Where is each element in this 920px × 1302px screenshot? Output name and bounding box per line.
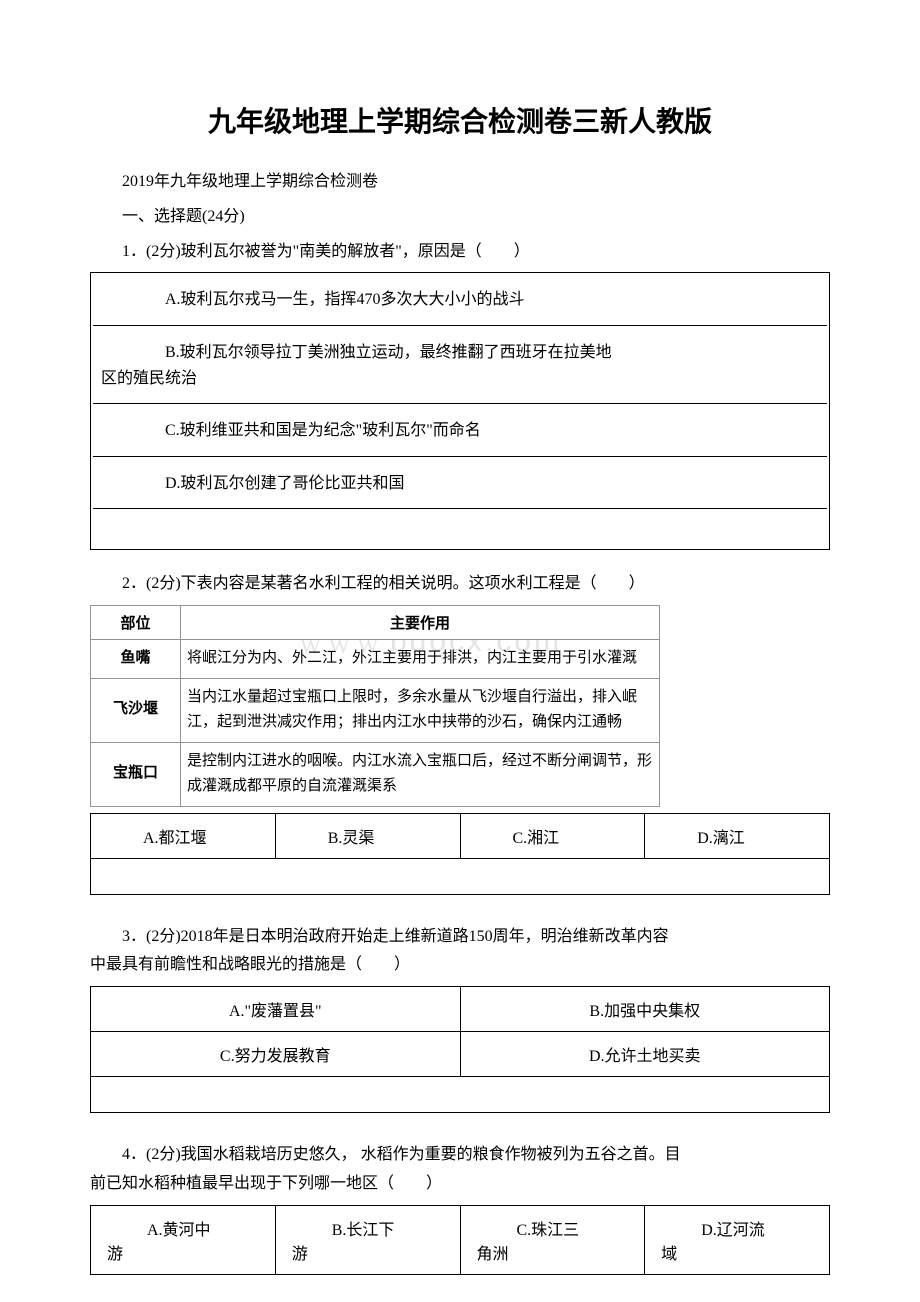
q4-option-a: A.黄河中 游 — [91, 1205, 276, 1274]
q4-option-b-bot: 游 — [276, 1240, 456, 1264]
q4-option-d-top: D.辽河流 — [645, 1216, 765, 1240]
q4-options-table: A.黄河中 游 B.长江下 游 C.珠江三 角洲 D.辽河流 域 — [90, 1205, 830, 1275]
q2-option-c: C.湘江 — [460, 813, 645, 858]
q3-options-table: A."废藩置县" B.加强中央集权 C.努力发展教育 D.允许土地买卖 — [90, 986, 830, 1113]
q2-row3-label: 宝瓶口 — [91, 742, 181, 806]
q3-option-c: C.努力发展教育 — [91, 1032, 461, 1077]
q2-desc-table: 部位 主要作用 鱼嘴 将岷江分为内、外二江，外江主要用于排洪，内江主要用于引水灌… — [90, 605, 660, 807]
q2-row3-content: 是控制内江进水的咽喉。内江水流入宝瓶口后，经过不断分闸调节，形成灌溉成都平原的自… — [181, 742, 660, 806]
q4-option-c: C.珠江三 角洲 — [460, 1205, 645, 1274]
q2-table-header-1: 部位 — [91, 606, 181, 640]
q3-option-b: B.加强中央集权 — [460, 987, 830, 1032]
q2-option-d: D.漓江 — [645, 813, 830, 858]
q2-row1-content: 将岷江分为内、外二江，外江主要用于排洪，内江主要用于引水灌溉 — [181, 640, 660, 679]
q4-option-d-bot: 域 — [645, 1240, 825, 1264]
q4-option-a-bot: 游 — [91, 1240, 271, 1264]
q1-option-b-line2: 区的殖民统治 — [101, 366, 819, 392]
q1-options-box: A.玻利瓦尔戎马一生，指挥470多次大大小小的战斗 B.玻利瓦尔领导拉丁美洲独立… — [90, 272, 830, 550]
q4-stem-line2: 前已知水稻种植最早出现于下列哪一地区（ ） — [90, 1170, 830, 1199]
q3-stem-line1: 3．(2分)2018年是日本明治政府开始走上维新道路150周年，明治维新改革内容 — [90, 923, 830, 952]
q2-row2-content: 当内江水量超过宝瓶口上限时，多余水量从飞沙堰自行溢出，排入岷江，起到泄洪减灾作用… — [181, 678, 660, 742]
q2-option-b: B.灵渠 — [275, 813, 460, 858]
q2-empty-cell — [91, 858, 830, 894]
page-title: 九年级地理上学期综合检测卷三新人教版 — [90, 100, 830, 140]
q4-option-c-bot: 角洲 — [461, 1240, 641, 1264]
q1-option-a: A.玻利瓦尔戎马一生，指挥470多次大大小小的战斗 — [93, 275, 827, 326]
q1-empty-row — [93, 511, 827, 547]
q2-stem: 2．(2分)下表内容是某著名水利工程的相关说明。这项水利工程是（ ） — [90, 570, 830, 599]
section-header: 一、选择题(24分) — [90, 203, 830, 232]
q4-option-c-top: C.珠江三 — [461, 1216, 580, 1240]
q2-options-table: A.都江堰 B.灵渠 C.湘江 D.漓江 — [90, 813, 830, 895]
q4-option-d: D.辽河流 域 — [645, 1205, 830, 1274]
q1-option-b: B.玻利瓦尔领导拉丁美洲独立运动，最终推翻了西班牙在拉美地 区的殖民统治 — [93, 328, 827, 404]
q1-option-c: C.玻利维亚共和国是为纪念"玻利瓦尔"而命名 — [93, 406, 827, 457]
q2-row1-label: 鱼嘴 — [91, 640, 181, 679]
subtitle: 2019年九年级地理上学期综合检测卷 — [90, 168, 830, 197]
q3-option-d: D.允许土地买卖 — [460, 1032, 830, 1077]
q2-row2-label: 飞沙堰 — [91, 678, 181, 742]
q2-table-header-2: 主要作用 — [181, 606, 660, 640]
q1-option-d: D.玻利瓦尔创建了哥伦比亚共和国 — [93, 459, 827, 510]
q3-stem-line2: 中最具有前瞻性和战略眼光的措施是（ ） — [90, 951, 830, 980]
q4-option-b: B.长江下 游 — [275, 1205, 460, 1274]
q1-option-b-line1: B.玻利瓦尔领导拉丁美洲独立运动，最终推翻了西班牙在拉美地 — [101, 340, 819, 366]
q2-option-a: A.都江堰 — [91, 813, 276, 858]
q3-empty-cell — [91, 1077, 830, 1113]
q4-stem-line1: 4．(2分)我国水稻栽培历史悠久， 水稻作为重要的粮食作物被列为五谷之首。目 — [90, 1141, 830, 1170]
q3-option-a: A."废藩置县" — [91, 987, 461, 1032]
q1-stem: 1．(2分)玻利瓦尔被誉为"南美的解放者"，原因是（ ） — [90, 238, 830, 267]
q4-option-b-top: B.长江下 — [276, 1216, 395, 1240]
q4-option-a-top: A.黄河中 — [91, 1216, 211, 1240]
